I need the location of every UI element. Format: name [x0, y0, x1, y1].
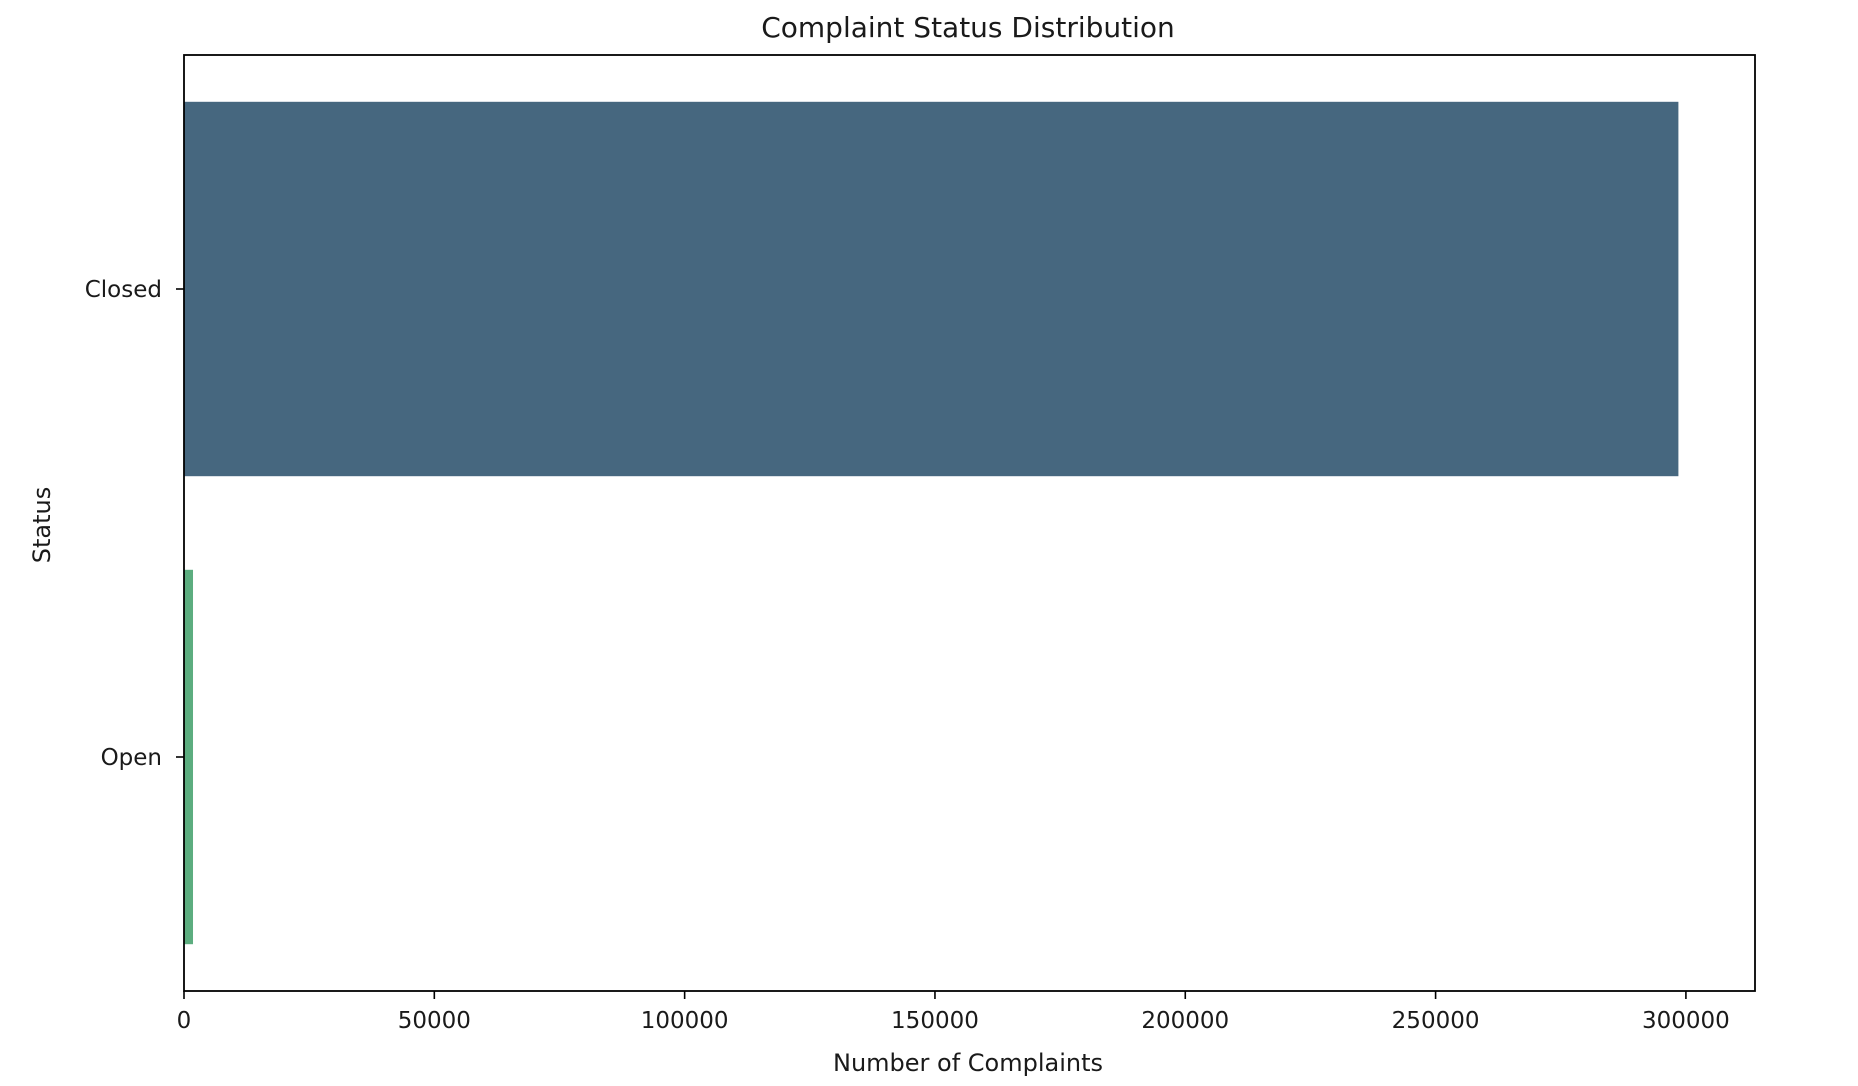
y-tick-label-open: Open: [101, 745, 162, 771]
x-axis-ticks: 0 50000 100000 150000 200000 250000 300000: [177, 991, 1730, 1034]
plot-frame: [183, 54, 1756, 992]
x-tick-label-300000: 300000: [1642, 1008, 1730, 1034]
bars-group: [184, 101, 1679, 945]
x-axis-label: Number of Complaints: [833, 1049, 1103, 1077]
y-axis-label: Status: [28, 487, 56, 563]
y-axis-ticks: Closed Open: [85, 277, 184, 771]
y-tick-label-closed: Closed: [85, 277, 162, 303]
x-tick-label-250000: 250000: [1392, 1008, 1480, 1034]
bar-closed: [184, 101, 1679, 477]
chart-title: Complaint Status Distribution: [761, 11, 1175, 44]
bar-open: [184, 569, 194, 945]
x-tick-label-0: 0: [177, 1008, 192, 1034]
x-tick-label-100000: 100000: [641, 1008, 729, 1034]
x-tick-label-50000: 50000: [398, 1008, 471, 1034]
x-tick-label-150000: 150000: [891, 1008, 979, 1034]
x-tick-label-200000: 200000: [1141, 1008, 1229, 1034]
